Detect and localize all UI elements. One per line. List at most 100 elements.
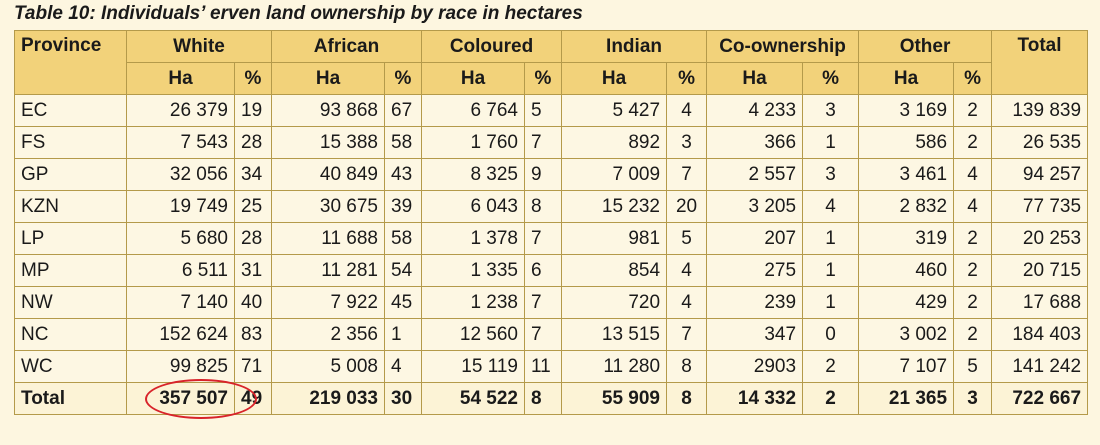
table-row: KZN 19 749 25 30 675 39 6 043 8 15 232 20 3 205 4 2… [14, 190, 1089, 223]
header-co-ownership: Co-ownership [706, 30, 860, 63]
cell-white-pct: 28 [234, 222, 272, 255]
cell-other-pct: 2 [953, 222, 993, 255]
cell-indian-pct: 20 [666, 190, 708, 223]
cell-african-pct: 43 [384, 158, 422, 191]
cell-coloured-ha: 1 238 [421, 286, 525, 319]
table-row: LP 5 680 28 11 688 58 1 378 7 981 5 207 1 319 2 20 25… [14, 222, 1089, 255]
cell-other-ha: 2 832 [858, 190, 955, 223]
totals-indian-ha: 55 909 [561, 382, 668, 415]
cell-white-pct: 71 [234, 350, 272, 383]
totals-coloured-pct: 8 [523, 382, 563, 415]
cell-other-pct: 2 [953, 126, 993, 159]
totals-total: 722 667 [991, 382, 1089, 415]
cell-co-ownership-ha: 366 [706, 126, 804, 159]
cell-other-ha: 319 [858, 222, 955, 255]
cell-african-pct: 58 [384, 126, 422, 159]
cell-co-ownership-ha: 239 [706, 286, 804, 319]
cell-african-pct: 67 [384, 94, 422, 127]
header-ha: Ha [561, 62, 668, 95]
cell-coloured-pct: 7 [523, 318, 563, 351]
cell-coloured-ha: 6 043 [421, 190, 525, 223]
header-other: Other [858, 30, 993, 63]
cell-african-pct: 39 [384, 190, 422, 223]
cell-indian-ha: 13 515 [561, 318, 668, 351]
cell-coloured-pct: 7 [523, 222, 563, 255]
cell-other-pct: 2 [953, 286, 993, 319]
cell-coloured-pct: 7 [523, 126, 563, 159]
cell-indian-pct: 7 [666, 158, 708, 191]
cell-white-ha: 7 543 [126, 126, 235, 159]
header-pct: % [802, 62, 860, 95]
cell-co-ownership-ha: 3 205 [706, 190, 804, 223]
cell-white-ha: 5 680 [126, 222, 235, 255]
cell-co-ownership-pct: 3 [802, 94, 860, 127]
cell-province: NC [14, 318, 127, 351]
header-pct: % [384, 62, 422, 95]
cell-coloured-pct: 9 [523, 158, 563, 191]
totals-coloured-ha: 54 522 [421, 382, 525, 415]
table-row: EC 26 379 19 93 868 67 6 764 5 5 427 4 4 233 3 3 16… [14, 94, 1089, 127]
cell-co-ownership-ha: 2903 [706, 350, 804, 383]
cell-coloured-ha: 6 764 [421, 94, 525, 127]
cell-total: 17 688 [991, 286, 1089, 319]
cell-coloured-ha: 1 335 [421, 254, 525, 287]
cell-co-ownership-pct: 1 [802, 222, 860, 255]
header-ha: Ha [271, 62, 385, 95]
cell-indian-ha: 720 [561, 286, 668, 319]
circled-value: 357 507 [145, 378, 258, 419]
cell-indian-ha: 7 009 [561, 158, 668, 191]
cell-african-pct: 54 [384, 254, 422, 287]
cell-coloured-ha: 15 119 [421, 350, 525, 383]
cell-province: NW [14, 286, 127, 319]
cell-co-ownership-pct: 1 [802, 126, 860, 159]
cell-coloured-pct: 6 [523, 254, 563, 287]
cell-white-ha: 32 056 [126, 158, 235, 191]
header-row-groups: Province White African Coloured Indian C… [14, 30, 1089, 95]
totals-other-pct: 3 [953, 382, 993, 415]
cell-african-ha: 5 008 [271, 350, 385, 383]
header-indian: Indian [561, 30, 708, 63]
cell-total: 94 257 [991, 158, 1089, 191]
cell-co-ownership-ha: 207 [706, 222, 804, 255]
cell-african-ha: 11 281 [271, 254, 385, 287]
cell-total: 77 735 [991, 190, 1089, 223]
cell-total: 20 253 [991, 222, 1089, 255]
header-white: White [126, 30, 272, 63]
totals-african-pct: 30 [384, 382, 422, 415]
totals-other-ha: 21 365 [858, 382, 955, 415]
cell-co-ownership-ha: 275 [706, 254, 804, 287]
cell-co-ownership-pct: 2 [802, 350, 860, 383]
totals-african-ha: 219 033 [271, 382, 385, 415]
header-ha: Ha [126, 62, 235, 95]
cell-african-ha: 40 849 [271, 158, 385, 191]
totals-row: Total 357 507 49 219 033 30 54 522 8 55 … [14, 378, 1089, 419]
table-row: WC 99 825 71 5 008 4 15 119 11 11 280 8 2903 2 7 10… [14, 350, 1089, 383]
cell-white-pct: 31 [234, 254, 272, 287]
cell-other-pct: 2 [953, 94, 993, 127]
cell-other-ha: 3 169 [858, 94, 955, 127]
cell-white-ha: 99 825 [126, 350, 235, 383]
header-pct: % [234, 62, 272, 95]
cell-white-pct: 40 [234, 286, 272, 319]
cell-province: GP [14, 158, 127, 191]
cell-indian-ha: 15 232 [561, 190, 668, 223]
table-body: EC 26 379 19 93 868 67 6 764 5 5 427 4 4 233 3 3 16… [14, 94, 1089, 419]
table-row: FS 7 543 28 15 388 58 1 760 7 892 3 366 1 586 2 26 53… [14, 126, 1089, 159]
cell-co-ownership-ha: 2 557 [706, 158, 804, 191]
cell-african-ha: 30 675 [271, 190, 385, 223]
cell-indian-ha: 11 280 [561, 350, 668, 383]
header-ha: Ha [706, 62, 804, 95]
header-ha: Ha [858, 62, 955, 95]
cell-total: 184 403 [991, 318, 1089, 351]
cell-white-ha: 152 624 [126, 318, 235, 351]
totals-white-pct: 49 [234, 382, 272, 415]
cell-other-pct: 2 [953, 318, 993, 351]
cell-indian-pct: 7 [666, 318, 708, 351]
cell-other-ha: 429 [858, 286, 955, 319]
cell-indian-pct: 4 [666, 286, 708, 319]
cell-total: 26 535 [991, 126, 1089, 159]
cell-co-ownership-ha: 347 [706, 318, 804, 351]
cell-white-ha: 6 511 [126, 254, 235, 287]
cell-white-ha: 19 749 [126, 190, 235, 223]
cell-african-ha: 2 356 [271, 318, 385, 351]
